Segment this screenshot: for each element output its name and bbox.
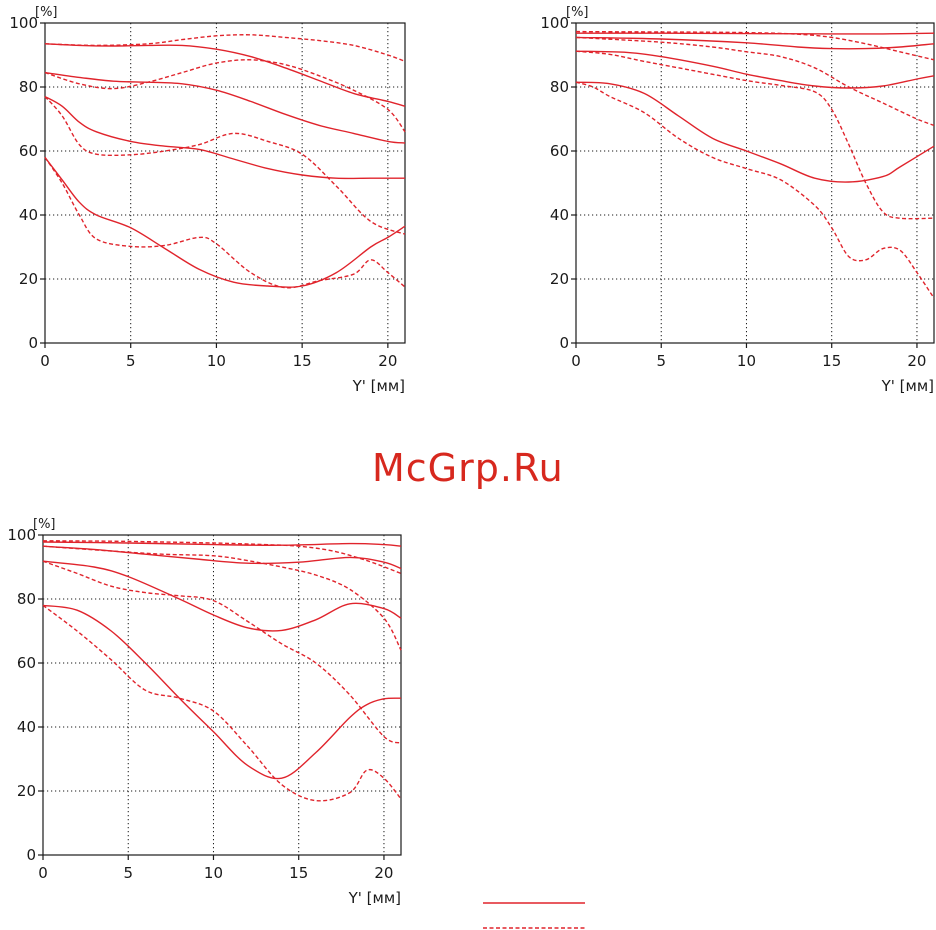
dashed-series-line-2 bbox=[44, 34, 406, 63]
plot-frame bbox=[44, 22, 406, 344]
y-tick-label: 100 bbox=[9, 14, 38, 32]
x-tick-label: 15 bbox=[289, 864, 308, 882]
x-tick-label: 0 bbox=[40, 352, 50, 370]
y-tick-label: 0 bbox=[559, 334, 569, 352]
x-tick-label: 20 bbox=[907, 352, 926, 370]
y-tick-label: 60 bbox=[17, 654, 36, 672]
dashed-series-line-8 bbox=[575, 81, 935, 299]
dashed-series-line-8 bbox=[42, 604, 402, 802]
y-tick-label: 20 bbox=[17, 782, 36, 800]
mtf-chart-top-left: 0 5 10 15 20 0 20 40 60 80 100[%] Y' [мм] bbox=[9, 5, 406, 395]
x-tick-label: 5 bbox=[123, 864, 133, 882]
x-tick-label: 20 bbox=[374, 864, 393, 882]
dashed-series-line-8 bbox=[44, 157, 406, 289]
y-tick-label: 20 bbox=[550, 270, 569, 288]
x-tick-label: 10 bbox=[737, 352, 756, 370]
solid-series-line-1 bbox=[44, 43, 406, 107]
y-tick-label: 80 bbox=[550, 78, 569, 96]
x-axis-label: Y' [мм] bbox=[881, 377, 934, 395]
y-tick-label: 80 bbox=[19, 78, 38, 96]
dashed-series-line-6 bbox=[44, 96, 406, 235]
x-tick-label: 0 bbox=[38, 864, 48, 882]
y-tick-label: 40 bbox=[550, 206, 569, 224]
y-tick-label: 100 bbox=[540, 14, 569, 32]
solid-series-line-7 bbox=[44, 156, 406, 288]
x-tick-label: 0 bbox=[571, 352, 581, 370]
dashed-series-line-4 bbox=[44, 59, 406, 133]
y-axis-unit-label: [%] bbox=[35, 5, 58, 20]
y-axis-unit-label: [%] bbox=[566, 5, 589, 20]
watermark-text: McGrp.Ru bbox=[372, 446, 564, 490]
y-tick-label: 80 bbox=[17, 590, 36, 608]
y-tick-label: 20 bbox=[19, 270, 38, 288]
x-tick-label: 15 bbox=[293, 352, 312, 370]
plot-frame bbox=[575, 22, 935, 344]
y-tick-label: 0 bbox=[26, 846, 36, 864]
dashed-series-line-2 bbox=[575, 30, 935, 61]
x-tick-label: 5 bbox=[126, 352, 136, 370]
x-tick-label: 15 bbox=[822, 352, 841, 370]
mtf-chart-top-right: 0 5 10 15 20 0 20 40 60 80 100[%] Y' [мм] bbox=[540, 5, 935, 395]
x-tick-label: 20 bbox=[378, 352, 397, 370]
y-tick-label: 100 bbox=[7, 526, 36, 544]
dashed-series-line-6 bbox=[575, 50, 935, 220]
x-axis-label: Y' [мм] bbox=[352, 377, 405, 395]
solid-series-line-5 bbox=[575, 50, 935, 89]
solid-series-line-7 bbox=[575, 81, 935, 183]
dashed-series-line-4 bbox=[575, 36, 935, 127]
dashed-series-line-4 bbox=[42, 545, 402, 651]
plot-frame bbox=[42, 534, 402, 856]
solid-series-line-5 bbox=[44, 95, 405, 180]
y-tick-label: 60 bbox=[19, 142, 38, 160]
x-tick-label: 10 bbox=[204, 864, 223, 882]
y-tick-label: 40 bbox=[19, 206, 38, 224]
mtf-chart-bottom-left: 0 5 10 15 20 0 20 40 60 80 100[%] Y' [мм] bbox=[7, 517, 402, 907]
y-tick-label: 0 bbox=[28, 334, 38, 352]
line-style-legend bbox=[483, 902, 585, 929]
x-tick-label: 5 bbox=[656, 352, 666, 370]
solid-series-line-3 bbox=[44, 71, 406, 144]
solid-series-line-3 bbox=[575, 36, 935, 50]
x-axis-label: Y' [мм] bbox=[348, 889, 401, 907]
x-tick-label: 10 bbox=[207, 352, 226, 370]
y-tick-label: 60 bbox=[550, 142, 569, 160]
y-tick-label: 40 bbox=[17, 718, 36, 736]
solid-series-line-5 bbox=[42, 560, 402, 632]
y-axis-unit-label: [%] bbox=[33, 517, 56, 532]
solid-series-line-7 bbox=[42, 604, 402, 780]
dashed-series-line-6 bbox=[42, 560, 402, 744]
